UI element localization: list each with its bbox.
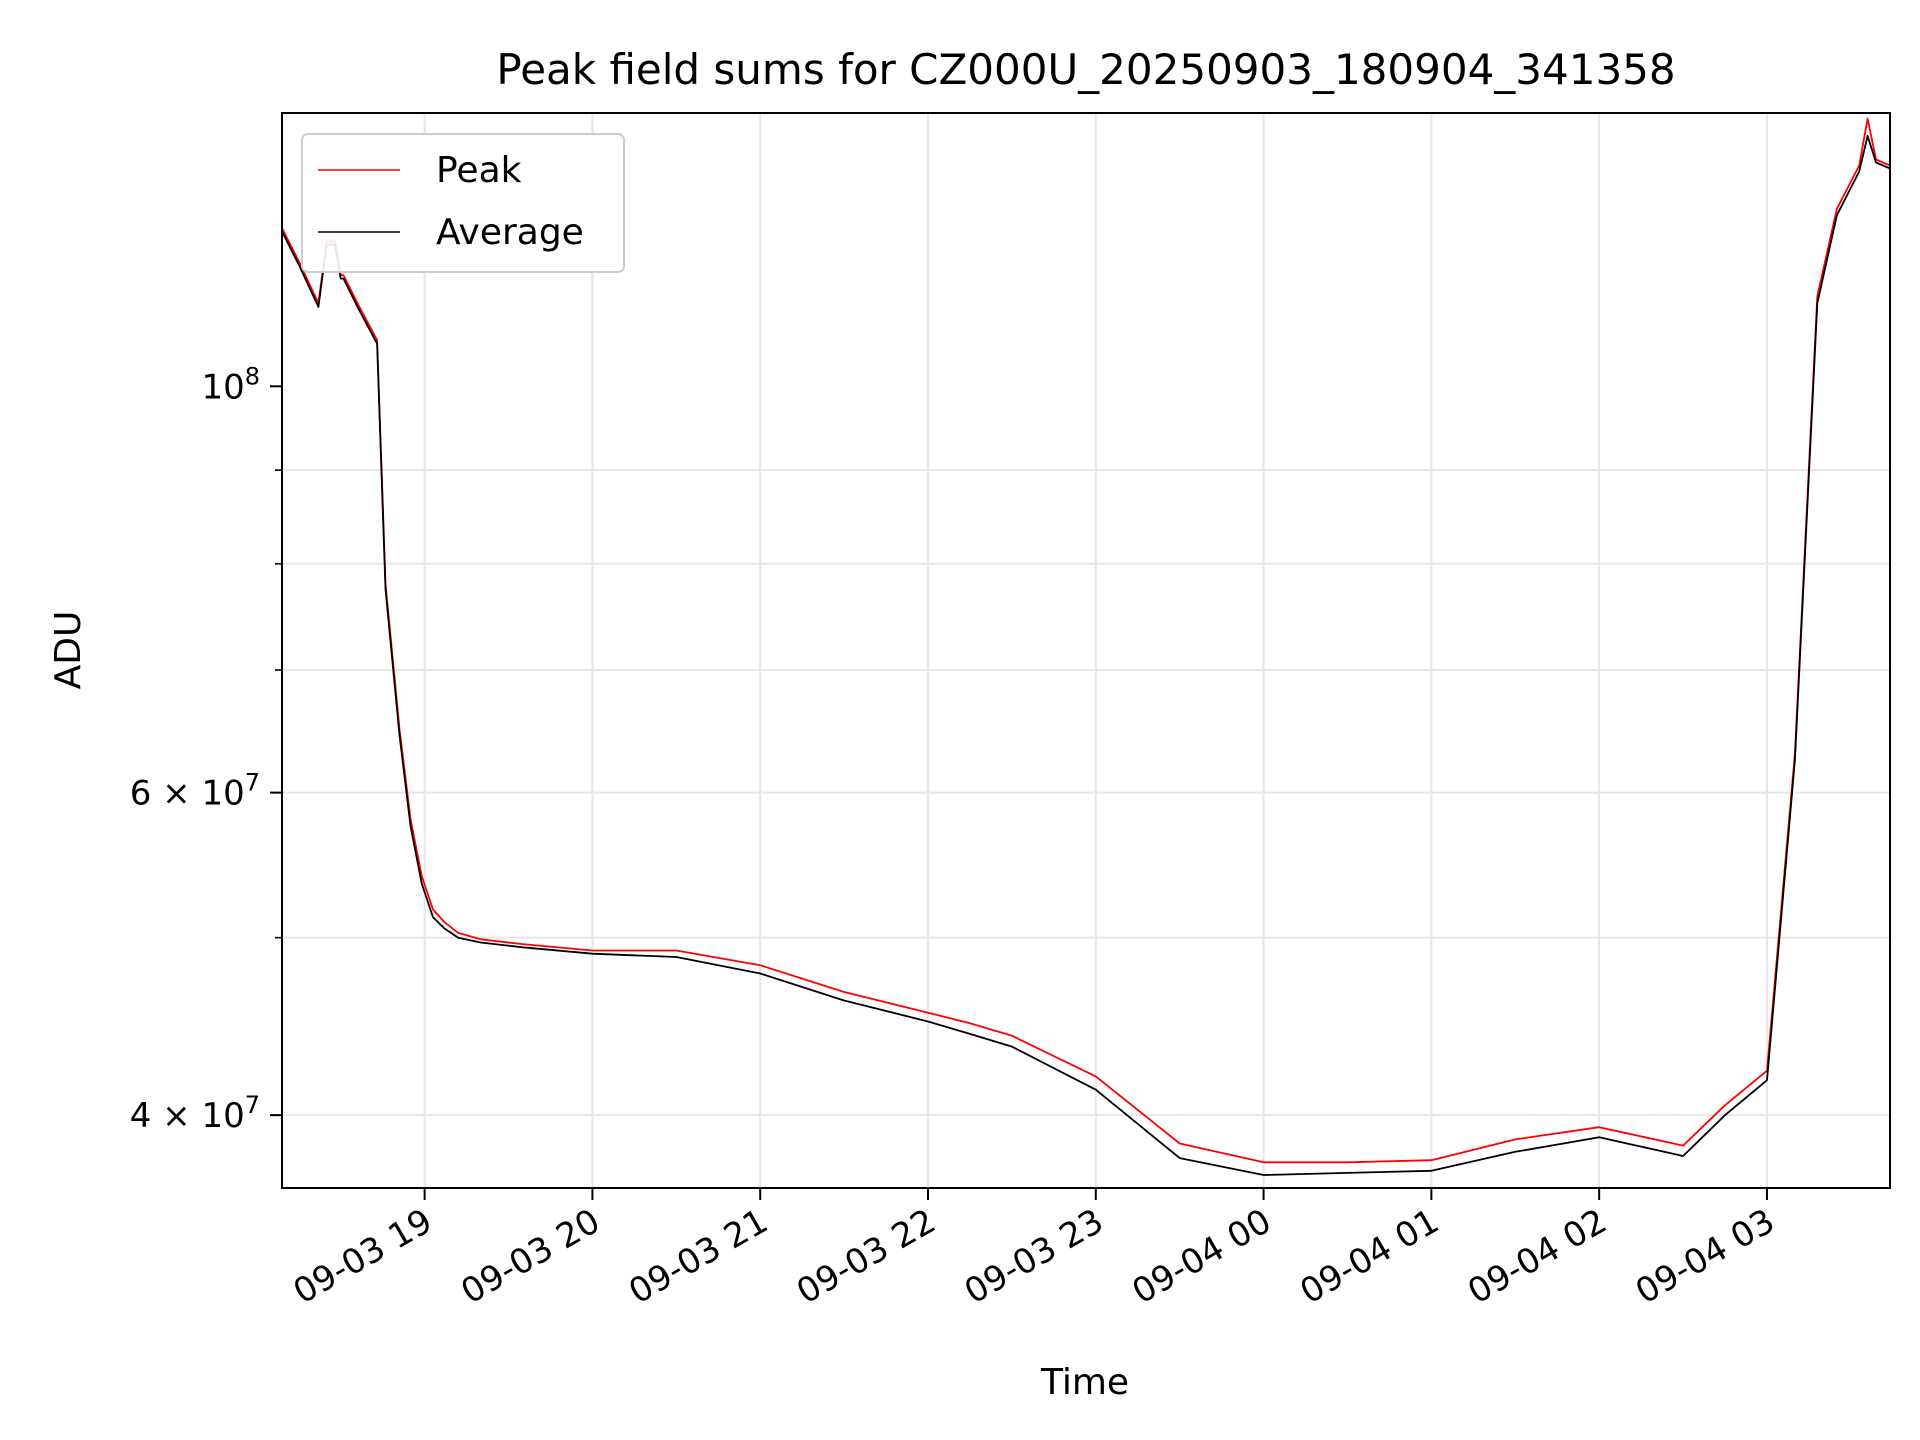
legend-box [301, 133, 625, 273]
legend: Peak Average [301, 133, 625, 273]
y-tick-label: 4 × 107 [130, 1091, 260, 1136]
x-axis-label: Time [1040, 1362, 1129, 1403]
y-tick-label: 6 × 107 [130, 769, 260, 814]
series-lines [281, 117, 1891, 1176]
grid-lines [282, 113, 1890, 1188]
series-line-average [281, 134, 1891, 1176]
y-axis-label: ADU [48, 611, 89, 690]
legend-label-average: Average [436, 212, 584, 253]
chart-title: Peak field sums for CZ000U_20250903_1809… [496, 45, 1675, 94]
plot-frame [281, 112, 1891, 1189]
y-tick-label: 108 [201, 362, 260, 407]
legend-label-peak: Peak [436, 150, 522, 191]
y-axis-ticks: 108 6 × 107 4 × 107 [130, 362, 282, 1136]
